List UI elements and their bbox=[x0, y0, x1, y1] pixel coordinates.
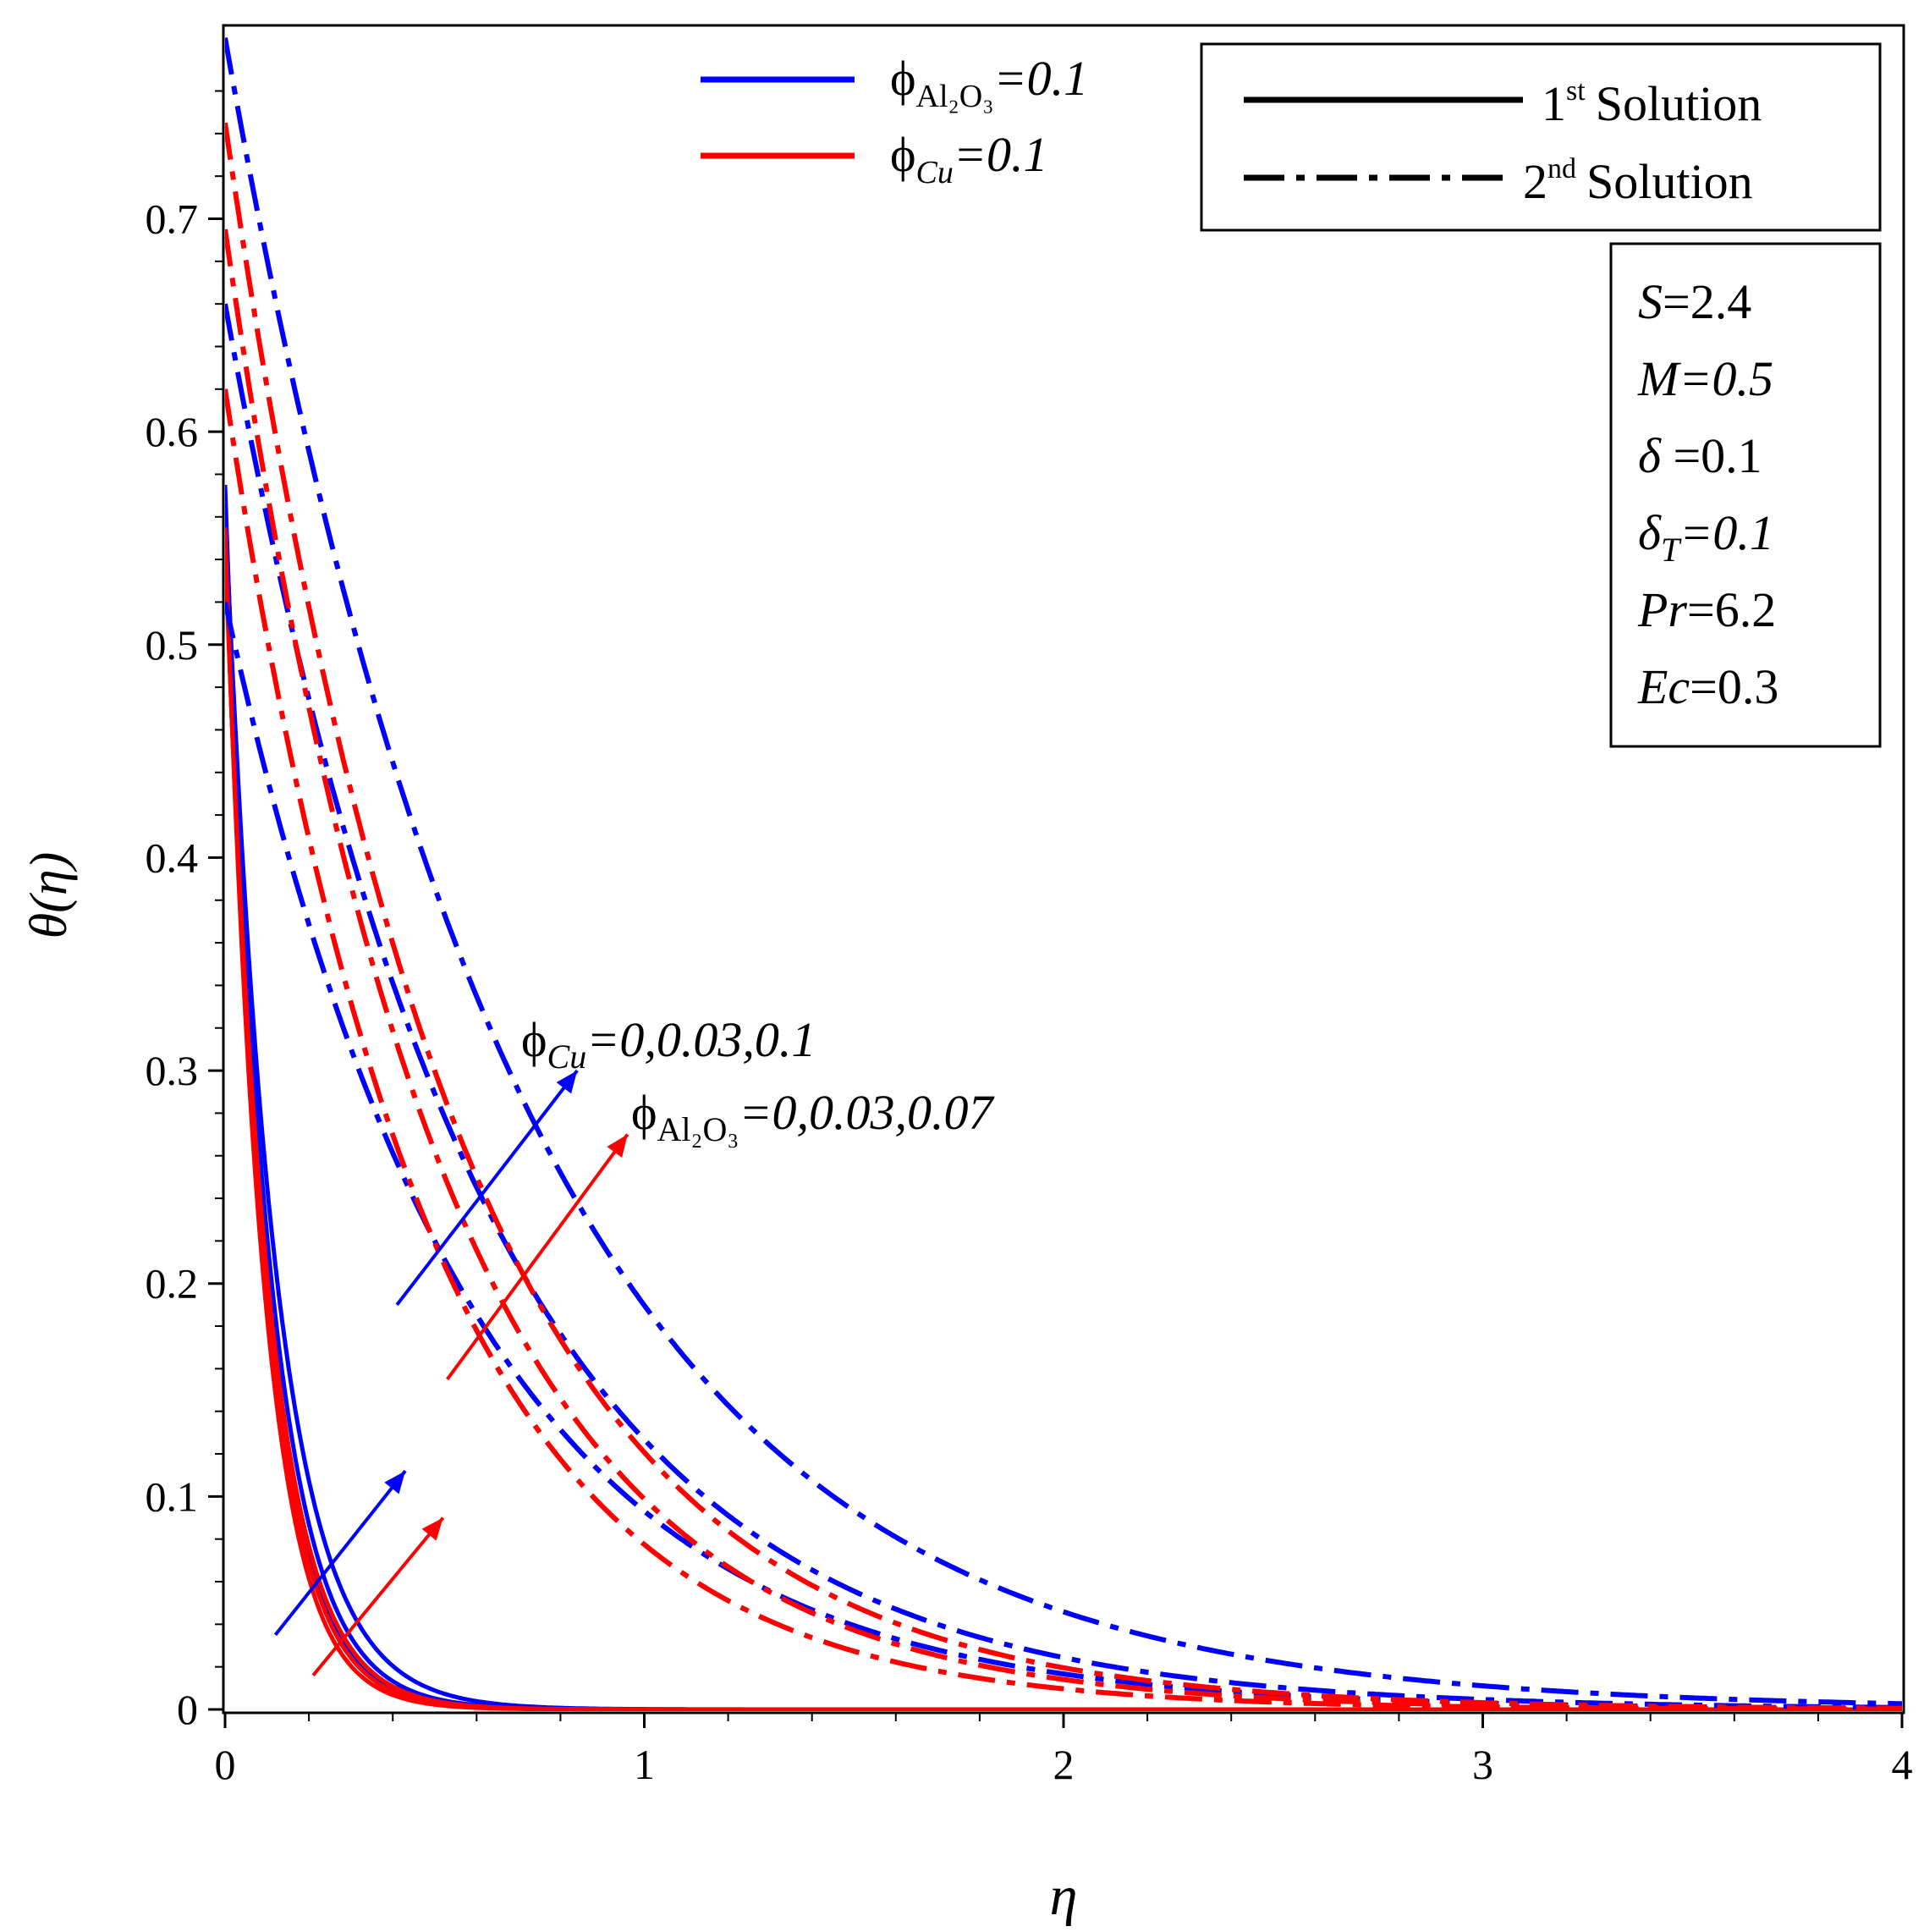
annotation-al2o3-values: ϕAl₂O₃=0,0.03,0.07 bbox=[631, 1085, 994, 1148]
parameter-box: S=2.4M=0.5δ =0.1δT=0.1Pr=6.2Ec=0.3 bbox=[1609, 242, 1882, 748]
parameter-name: Ec bbox=[1637, 659, 1690, 714]
annotation-arrow-2 bbox=[311, 1516, 445, 1677]
parameter-value: =2.4 bbox=[1663, 274, 1751, 329]
parameter-box-frame bbox=[1609, 242, 1882, 748]
annotation-arrow-3 bbox=[395, 1069, 579, 1307]
annotation-al2o3-symbol: ϕ bbox=[631, 1085, 657, 1140]
y-tick-label-0.1: 0.1 bbox=[146, 1472, 199, 1520]
annotation-cu-symbol: ϕ bbox=[521, 1012, 547, 1067]
y-tick-label-0.4: 0.4 bbox=[146, 834, 199, 881]
style-legend-box bbox=[1200, 42, 1882, 232]
annotation-arrowhead-4 bbox=[607, 1134, 628, 1159]
parameter-value: =0.5 bbox=[1679, 351, 1773, 406]
series-line-9 bbox=[225, 37, 1902, 1707]
series-line-10 bbox=[225, 388, 1902, 1711]
annotation-arrowhead-2 bbox=[421, 1517, 443, 1541]
parameter-name: Pr bbox=[1637, 582, 1687, 637]
legend-second-num: 2 bbox=[1523, 154, 1547, 209]
legend-first-sup: st bbox=[1566, 75, 1586, 107]
parameter-3: δ =0.1 bbox=[1638, 428, 1762, 483]
series-line-8 bbox=[225, 303, 1902, 1710]
legend-second-sup: nd bbox=[1547, 153, 1576, 184]
y-tick-label-0.6: 0.6 bbox=[146, 408, 199, 455]
x-tick-label-1: 1 bbox=[634, 1741, 655, 1788]
legend-label-cu: ϕCu=0.1 bbox=[890, 127, 1048, 190]
parameter-value: =0.3 bbox=[1690, 659, 1778, 714]
parameter-5: Pr=6.2 bbox=[1637, 582, 1776, 637]
tick-layer: 0 1 2 3 4 0 0.1 0.2 0.3 0.4 0.5 0.6 0.7 bbox=[146, 90, 1913, 1788]
parameter-name: M bbox=[1637, 351, 1681, 406]
x-tick-label-0: 0 bbox=[215, 1741, 236, 1788]
annotation-arrow-4 bbox=[446, 1133, 629, 1381]
y-tick-label-0.3: 0.3 bbox=[146, 1047, 199, 1094]
series-layer bbox=[225, 37, 1902, 1711]
color-legend: ϕAl₂O₃=0.1 ϕCu=0.1 bbox=[701, 51, 1088, 190]
x-tick-label-3: 3 bbox=[1472, 1741, 1493, 1788]
y-tick-label-0.5: 0.5 bbox=[146, 621, 199, 669]
parameter-4: δT=0.1 bbox=[1638, 505, 1774, 569]
parameter-1: S=2.4 bbox=[1638, 274, 1751, 329]
legend-label-first-solution: 1st Solution bbox=[1542, 75, 1762, 131]
annotation-cu-sub: Cu bbox=[547, 1038, 587, 1076]
x-axis-label: η bbox=[1050, 1865, 1078, 1927]
annotation-al2o3-list: =0,0.03,0.07 bbox=[739, 1085, 994, 1140]
parameter-value: =6.2 bbox=[1687, 582, 1776, 637]
legend-cu-symbol: ϕ bbox=[890, 127, 916, 182]
y-tick-label-0.2: 0.2 bbox=[146, 1260, 199, 1307]
annotation-al2o3-sub: Al₂O₃ bbox=[657, 1110, 739, 1148]
annotation-cu-list: =0,0.03,0.1 bbox=[586, 1012, 816, 1067]
parameter-value: =0.1 bbox=[1679, 505, 1774, 560]
parameter-subscript: T bbox=[1661, 531, 1682, 569]
parameter-name: δ bbox=[1638, 505, 1662, 560]
annotation-arrowhead-1 bbox=[384, 1471, 406, 1494]
style-legend: 1st Solution 2nd Solution bbox=[1200, 42, 1882, 232]
parameter-6: Ec=0.3 bbox=[1637, 659, 1778, 714]
legend-al2o3-sub: Al₂O₃ bbox=[916, 79, 994, 114]
y-tick-label-0.7: 0.7 bbox=[146, 195, 199, 242]
legend-label-second-solution: 2nd Solution bbox=[1523, 153, 1753, 209]
legend-second-text: Solution bbox=[1586, 154, 1753, 209]
parameter-value: =0.1 bbox=[1661, 428, 1762, 483]
y-axis-label: θ(η) bbox=[20, 852, 78, 939]
parameter-2: M=0.5 bbox=[1637, 351, 1773, 406]
parameter-name: S bbox=[1638, 274, 1663, 329]
series-line-12 bbox=[225, 122, 1902, 1711]
legend-al2o3-value: =0.1 bbox=[993, 51, 1088, 106]
legend-cu-value: =0.1 bbox=[954, 127, 1048, 182]
x-tick-label-4: 4 bbox=[1892, 1741, 1913, 1788]
legend-label-al2o3: ϕAl₂O₃=0.1 bbox=[890, 51, 1088, 114]
legend-al2o3-symbol: ϕ bbox=[890, 51, 916, 106]
x-tick-label-2: 2 bbox=[1053, 1741, 1075, 1788]
legend-first-num: 1 bbox=[1542, 76, 1566, 131]
annotation-arrowhead-3 bbox=[556, 1071, 578, 1094]
annotation-cu-values: ϕCu=0,0.03,0.1 bbox=[521, 1012, 816, 1076]
parameter-name: δ bbox=[1638, 428, 1662, 483]
arrow-layer bbox=[273, 1069, 629, 1677]
legend-first-text: Solution bbox=[1596, 76, 1762, 131]
parameter-list: S=2.4M=0.5δ =0.1δT=0.1Pr=6.2Ec=0.3 bbox=[1637, 274, 1778, 714]
legend-cu-sub: Cu bbox=[916, 155, 954, 190]
y-tick-label-0: 0 bbox=[177, 1686, 198, 1733]
annotation-arrow-1 bbox=[273, 1469, 407, 1637]
